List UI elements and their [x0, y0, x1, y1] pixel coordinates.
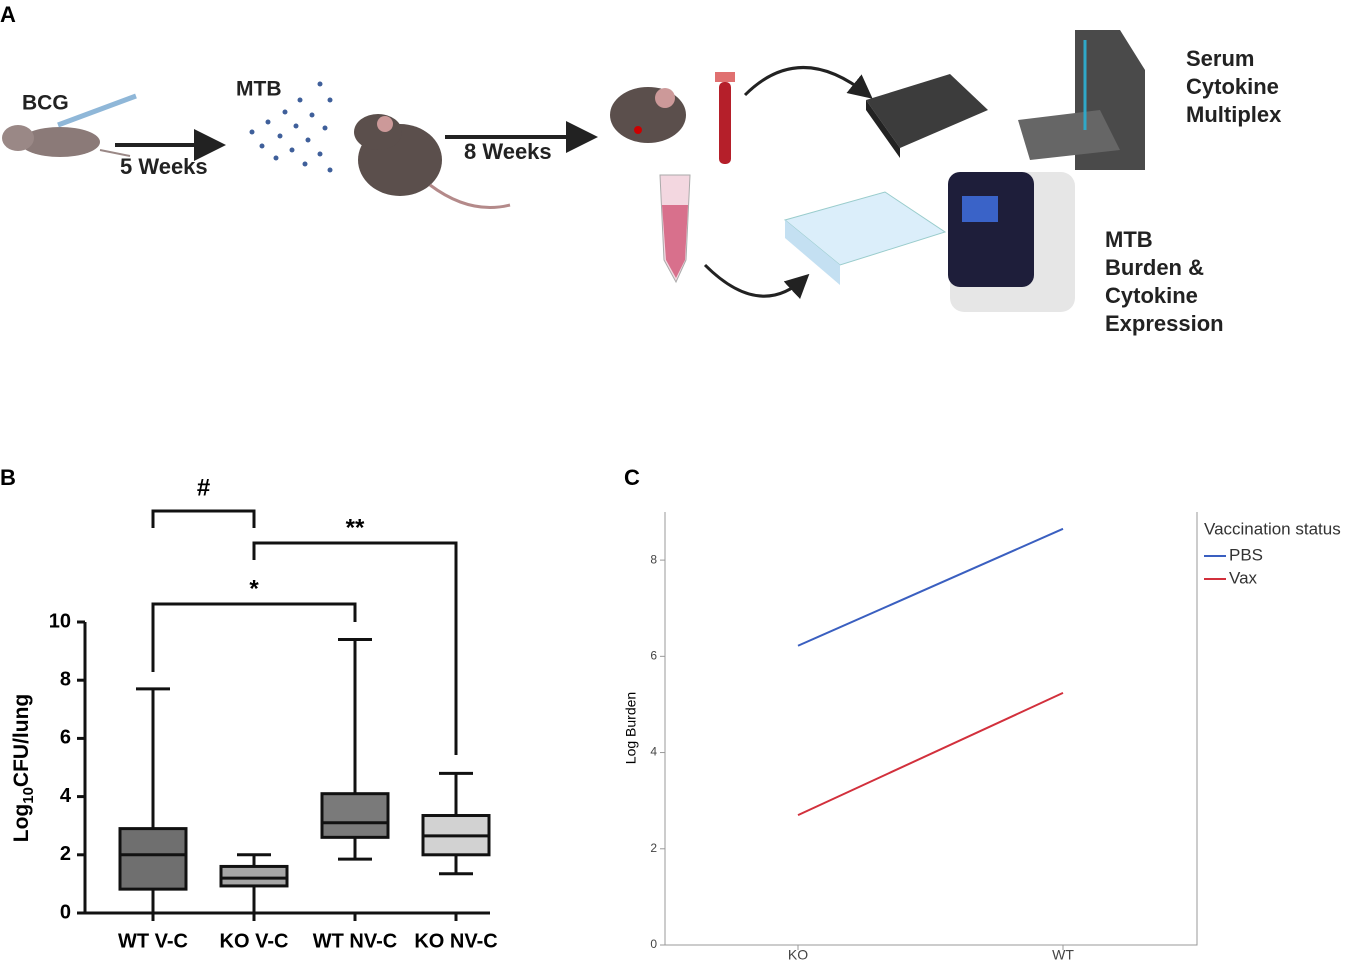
blood-tube	[715, 72, 735, 164]
x-tick-label: WT V-C	[118, 930, 188, 952]
y-tick-label: 2	[60, 843, 71, 865]
significance-bracket	[151, 602, 357, 672]
y-tick-label: 8	[650, 552, 657, 566]
series-line	[797, 527, 1064, 647]
mouse-icon	[354, 114, 511, 209]
pup-icon	[2, 93, 137, 157]
x-tick-label: KO V-C	[220, 930, 289, 952]
pcr-plate	[783, 191, 947, 285]
box	[118, 827, 188, 891]
legend-title: Vaccination status	[1204, 519, 1341, 538]
mtb-label: MTB	[236, 78, 282, 101]
significance-bracket	[252, 541, 458, 755]
bcg-label: BCG	[22, 92, 69, 115]
panel-label: B	[0, 465, 16, 490]
box	[219, 864, 289, 888]
y-tick-label: 4	[650, 745, 657, 759]
y-tick-label: 4	[60, 785, 72, 807]
y-tick-label: 2	[650, 841, 657, 855]
y-tick-label: 6	[60, 727, 71, 749]
y-tick-label: 0	[650, 937, 657, 951]
plate-icon	[866, 74, 988, 158]
x-tick-label: WT NV-C	[313, 930, 397, 952]
axis-frame	[664, 512, 1198, 946]
x-tick-label: KO NV-C	[414, 930, 497, 952]
significance-bracket	[151, 509, 256, 528]
x-tick-label: WT	[1052, 947, 1074, 962]
y-axis-label: Log Burden	[623, 692, 639, 764]
series-line	[797, 691, 1064, 817]
y-tick-label: 6	[650, 649, 657, 663]
legend-label: PBS	[1229, 545, 1263, 564]
step-label: 5 Weeks	[120, 154, 208, 179]
serum-label: Serum Cytokine Multiplex	[1186, 46, 1282, 127]
y-tick-label: 0	[60, 901, 71, 923]
pcr-machine	[948, 172, 1075, 312]
multiplex-machine	[1018, 30, 1145, 170]
panel-label: C	[624, 465, 640, 490]
significance-label: *	[249, 575, 259, 602]
arrow	[703, 263, 810, 300]
panel-label: A	[0, 2, 16, 27]
burden-label: MTB Burden & Cytokine Expression	[1105, 227, 1224, 336]
bacteria-cloud	[249, 81, 333, 173]
panel-a: A BCG 5 Weeks MTB 8 Weeks	[0, 2, 1282, 336]
x-tick-label: KO	[788, 947, 808, 962]
box	[320, 792, 390, 839]
step-label: 8 Weeks	[464, 139, 552, 164]
arrow	[743, 66, 873, 99]
significance-label: **	[346, 514, 365, 541]
y-axis-label: Log10CFU/lung	[10, 694, 37, 842]
legend-label: Vax	[1229, 568, 1258, 587]
y-tick-label: 8	[60, 668, 71, 690]
mouse-head-icon	[610, 87, 686, 143]
y-tick-label: 10	[49, 610, 71, 632]
sample-tube	[659, 174, 691, 284]
significance-label: #	[197, 474, 210, 501]
